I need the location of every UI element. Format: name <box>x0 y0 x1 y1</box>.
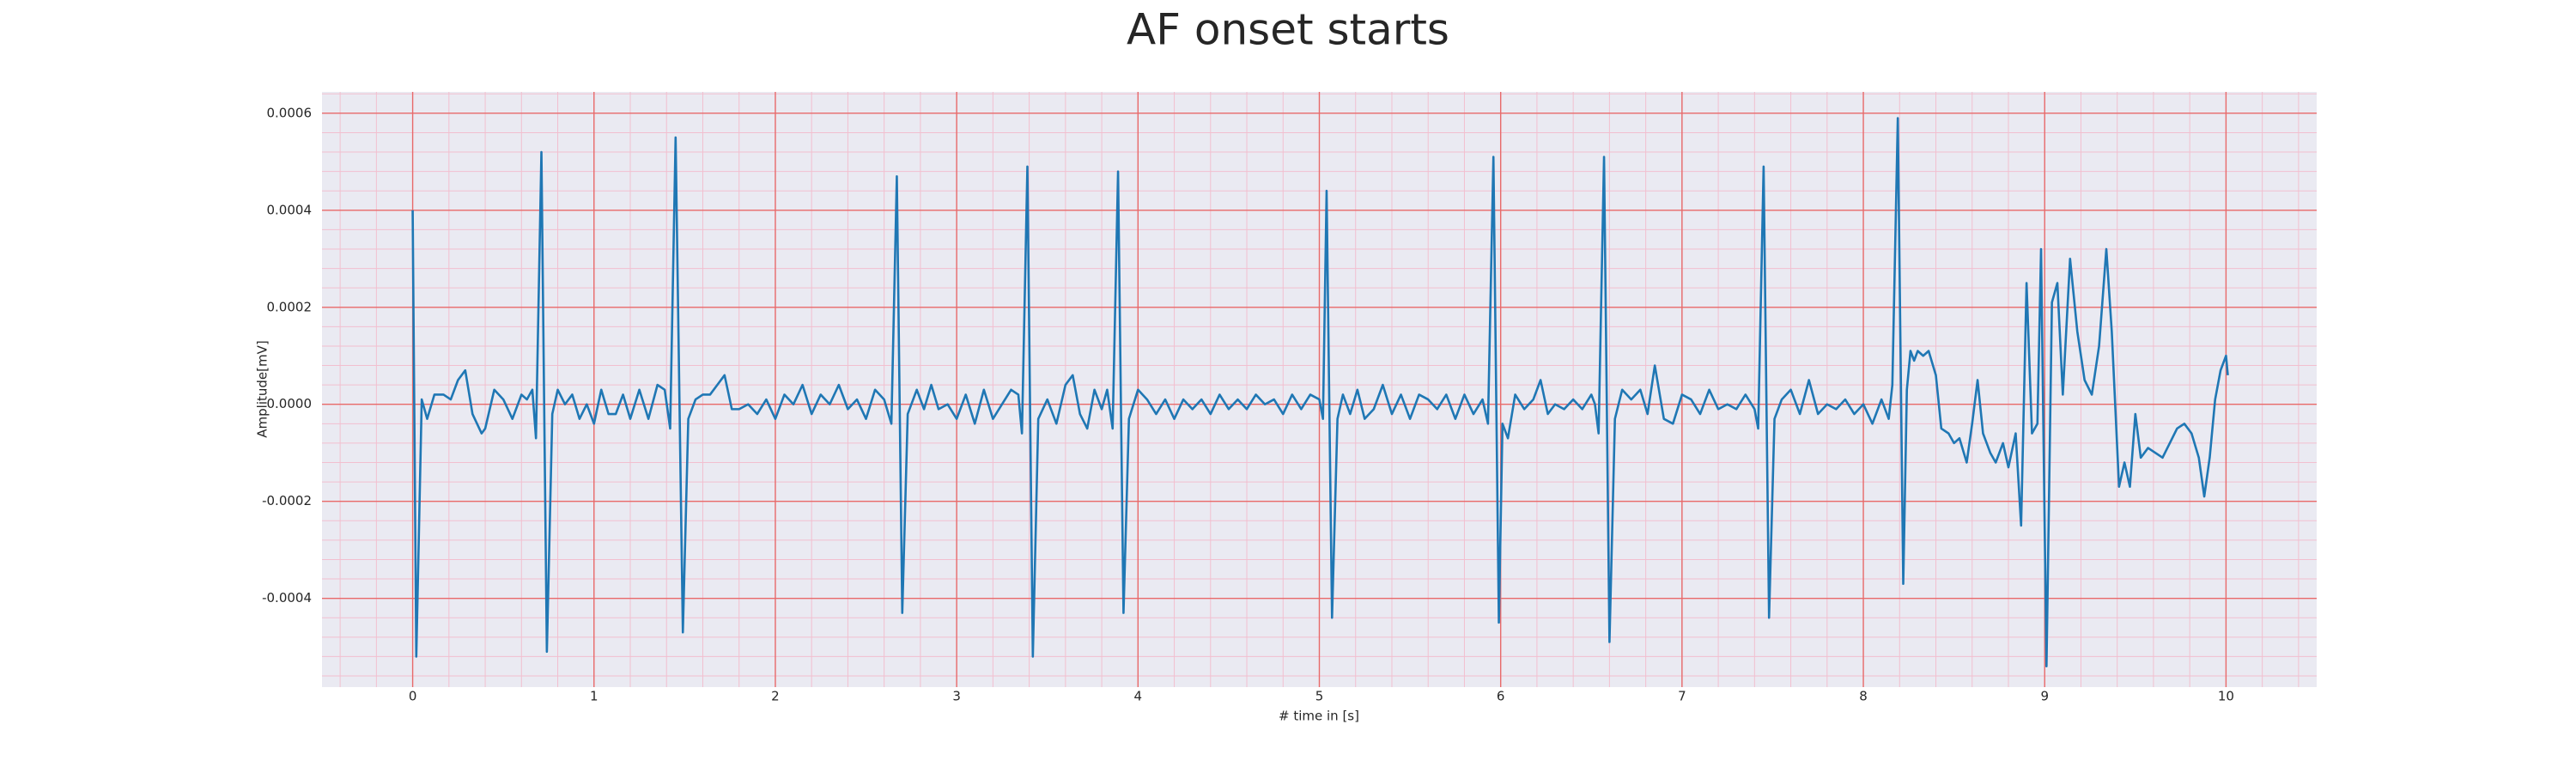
x-tick-label: 3 <box>952 689 961 704</box>
y-tick-label: 0.0004 <box>267 202 313 217</box>
y-tick-label: 0.0006 <box>267 105 313 120</box>
x-tick-label: 9 <box>2040 689 2049 704</box>
x-tick-label: 7 <box>1678 689 1686 704</box>
x-tick-label: 4 <box>1134 689 1143 704</box>
x-tick-label: 2 <box>771 689 780 704</box>
x-tick-label: 5 <box>1315 689 1324 704</box>
x-tick-label: 1 <box>590 689 598 704</box>
x-tick-label: 0 <box>409 689 417 704</box>
x-tick-label: 8 <box>1859 689 1868 704</box>
y-tick-label: 0.0000 <box>267 396 313 411</box>
y-tick-label: -0.0004 <box>262 590 312 606</box>
x-tick-label: 10 <box>2218 689 2234 704</box>
y-tick-label: 0.0002 <box>267 299 313 314</box>
y-axis-label: Amplitude[mV] <box>255 340 270 437</box>
ecg-line <box>411 117 2229 668</box>
x-axis-label: # time in [s] <box>1279 709 1359 724</box>
x-tick-label: 6 <box>1497 689 1505 704</box>
y-tick-label: -0.0002 <box>262 493 312 508</box>
chart-title: AF onset starts <box>1127 5 1449 55</box>
